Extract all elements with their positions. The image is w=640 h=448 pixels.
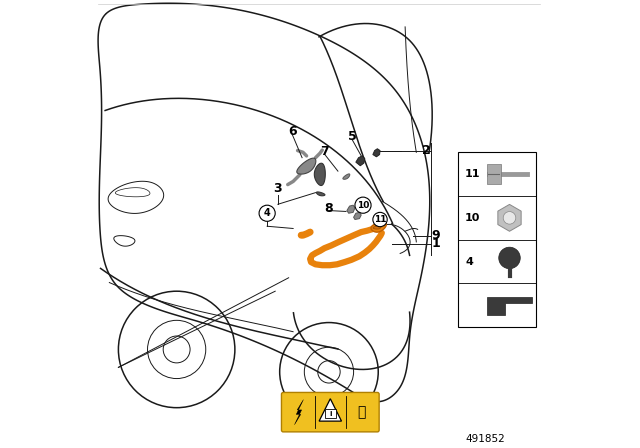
Circle shape [499,247,520,269]
Text: 1: 1 [431,237,440,250]
Polygon shape [319,399,342,421]
Text: 11: 11 [465,169,481,179]
Circle shape [373,212,387,227]
Text: 11: 11 [374,215,387,224]
Polygon shape [353,212,361,220]
Polygon shape [294,400,303,425]
Text: ✋: ✋ [358,405,366,419]
Circle shape [259,205,275,221]
Polygon shape [314,163,325,185]
Text: i: i [329,410,332,417]
Text: 4: 4 [465,257,473,267]
Text: 8: 8 [324,202,333,215]
Circle shape [355,197,371,213]
Text: 6: 6 [288,125,296,138]
Circle shape [503,211,516,224]
Text: 10: 10 [357,201,369,210]
FancyBboxPatch shape [282,392,379,432]
FancyBboxPatch shape [458,152,536,327]
FancyBboxPatch shape [325,409,335,418]
Polygon shape [371,222,387,232]
Polygon shape [487,297,532,315]
Polygon shape [356,156,365,166]
Polygon shape [487,164,500,184]
Polygon shape [343,174,350,179]
Polygon shape [373,226,381,229]
Text: 10: 10 [465,213,481,223]
Text: 3: 3 [273,181,282,195]
Text: 4: 4 [264,208,271,218]
Polygon shape [316,192,325,196]
Text: 5: 5 [348,130,356,143]
Polygon shape [297,158,316,174]
Polygon shape [373,149,380,157]
Text: 7: 7 [320,145,329,158]
Polygon shape [347,205,355,213]
Polygon shape [498,204,521,231]
Text: 9: 9 [431,229,440,242]
Text: 491852: 491852 [466,434,506,444]
Text: 2: 2 [422,144,431,157]
